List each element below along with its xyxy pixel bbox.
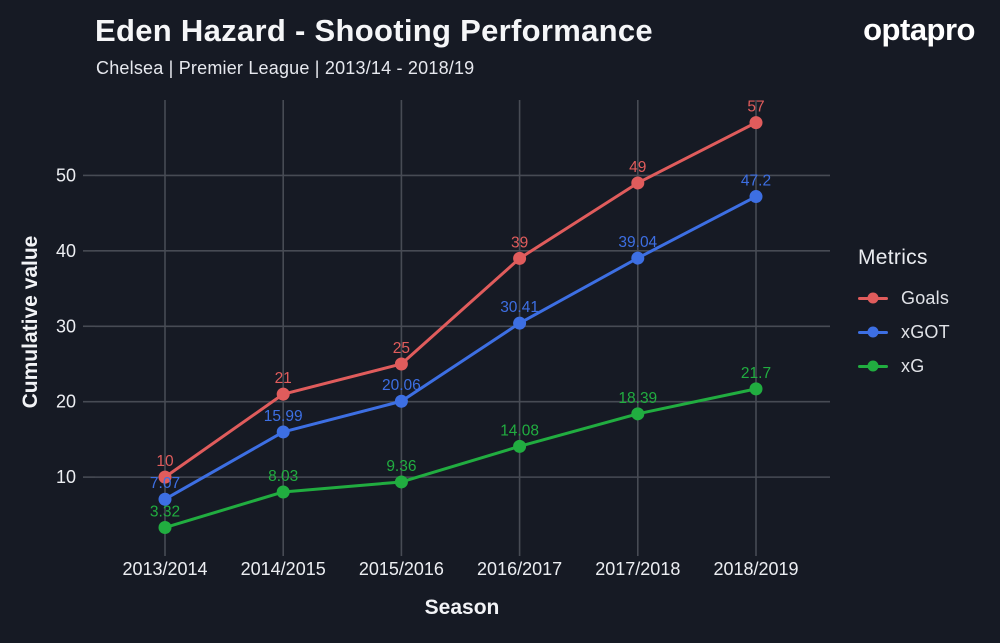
legend-item-xgot: xGOT — [858, 322, 950, 342]
point-label-goals-4: 49 — [629, 159, 646, 176]
point-label-goals-0: 10 — [156, 453, 174, 470]
point-label-xgot-4: 39.04 — [618, 234, 657, 251]
point-goals-2 — [394, 357, 408, 371]
point-label-xgot-1: 15.99 — [264, 408, 303, 425]
point-xg-2 — [394, 475, 408, 489]
point-goals-5 — [749, 116, 763, 130]
optapro-logo: optapro — [863, 12, 975, 47]
point-label-xg-2: 9.36 — [386, 458, 416, 475]
legend-dot-xg-icon — [867, 360, 879, 372]
point-label-goals-1: 21 — [275, 370, 292, 387]
y-tick-label-1: 20 — [56, 392, 76, 412]
legend-marker-xgot-icon — [858, 326, 888, 338]
y-tick-label-4: 50 — [56, 165, 76, 185]
y-tick-label-0: 10 — [56, 467, 76, 487]
point-label-xg-1: 8.03 — [268, 468, 298, 485]
point-goals-4 — [631, 176, 645, 190]
point-xgot-0 — [158, 492, 172, 506]
legend-label-goals: Goals — [901, 287, 950, 308]
legend-dot-xgot-icon — [867, 326, 879, 338]
legend-title: Metrics — [858, 246, 928, 269]
x-tick-label-5: 2018/2019 — [713, 559, 798, 579]
series-line-xg — [163, 387, 758, 530]
point-label-xg-3: 14.08 — [500, 422, 539, 439]
legend: Metrics Goals xGOT xG — [858, 246, 950, 390]
series-line-xgot — [163, 195, 758, 501]
legend-marker-goals-icon — [858, 292, 888, 304]
point-label-xg-4: 18.39 — [618, 390, 657, 407]
point-xg-4 — [631, 407, 645, 421]
point-label-goals-2: 25 — [393, 340, 410, 357]
point-label-goals-3: 39 — [511, 234, 528, 251]
y-axis-title: Cumulative value — [19, 235, 42, 409]
x-tick-label-3: 2016/2017 — [477, 559, 562, 579]
series-line-goals — [163, 121, 758, 479]
point-label-xgot-2: 20.06 — [382, 377, 421, 394]
point-label-xg-5: 21.7 — [741, 365, 771, 382]
x-tick-label-1: 2014/2015 — [241, 559, 326, 579]
chart-title: Eden Hazard - Shooting Performance — [95, 13, 653, 48]
point-xgot-2 — [394, 394, 408, 408]
point-xg-1 — [276, 485, 290, 499]
legend-items: Goals xGOT xG — [858, 288, 950, 376]
x-axis-title: Season — [424, 596, 500, 619]
point-goals-0 — [158, 470, 172, 484]
y-tick-label-2: 30 — [56, 316, 76, 336]
point-xgot-3 — [513, 316, 527, 330]
point-xgot-5 — [749, 190, 763, 204]
x-tick-label-2: 2015/2016 — [359, 559, 444, 579]
point-label-xgot-0: 7.07 — [150, 475, 180, 492]
point-xg-5 — [749, 382, 763, 396]
point-xg-3 — [513, 439, 527, 453]
point-goals-3 — [513, 251, 527, 265]
point-xgot-1 — [276, 425, 290, 439]
point-xgot-4 — [631, 251, 645, 265]
x-tick-label-4: 2017/2018 — [595, 559, 680, 579]
legend-dot-goals-icon — [867, 292, 879, 304]
chart-subtitle: Chelsea | Premier League | 2013/14 - 201… — [96, 58, 475, 78]
legend-marker-xg-icon — [858, 360, 888, 372]
x-tick-label-0: 2013/2014 — [122, 559, 207, 579]
point-label-xgot-5: 47.2 — [741, 173, 771, 190]
legend-label-xg: xG — [901, 355, 925, 376]
point-label-xg-0: 3.32 — [150, 504, 180, 521]
point-xg-0 — [158, 521, 172, 535]
legend-label-xgot: xGOT — [901, 321, 950, 342]
y-tick-label-3: 40 — [56, 241, 76, 261]
legend-item-goals: Goals — [858, 288, 950, 308]
point-label-goals-5: 57 — [747, 99, 764, 116]
point-goals-1 — [276, 387, 290, 401]
legend-item-xg: xG — [858, 356, 950, 376]
point-label-xgot-3: 30.41 — [500, 299, 539, 316]
